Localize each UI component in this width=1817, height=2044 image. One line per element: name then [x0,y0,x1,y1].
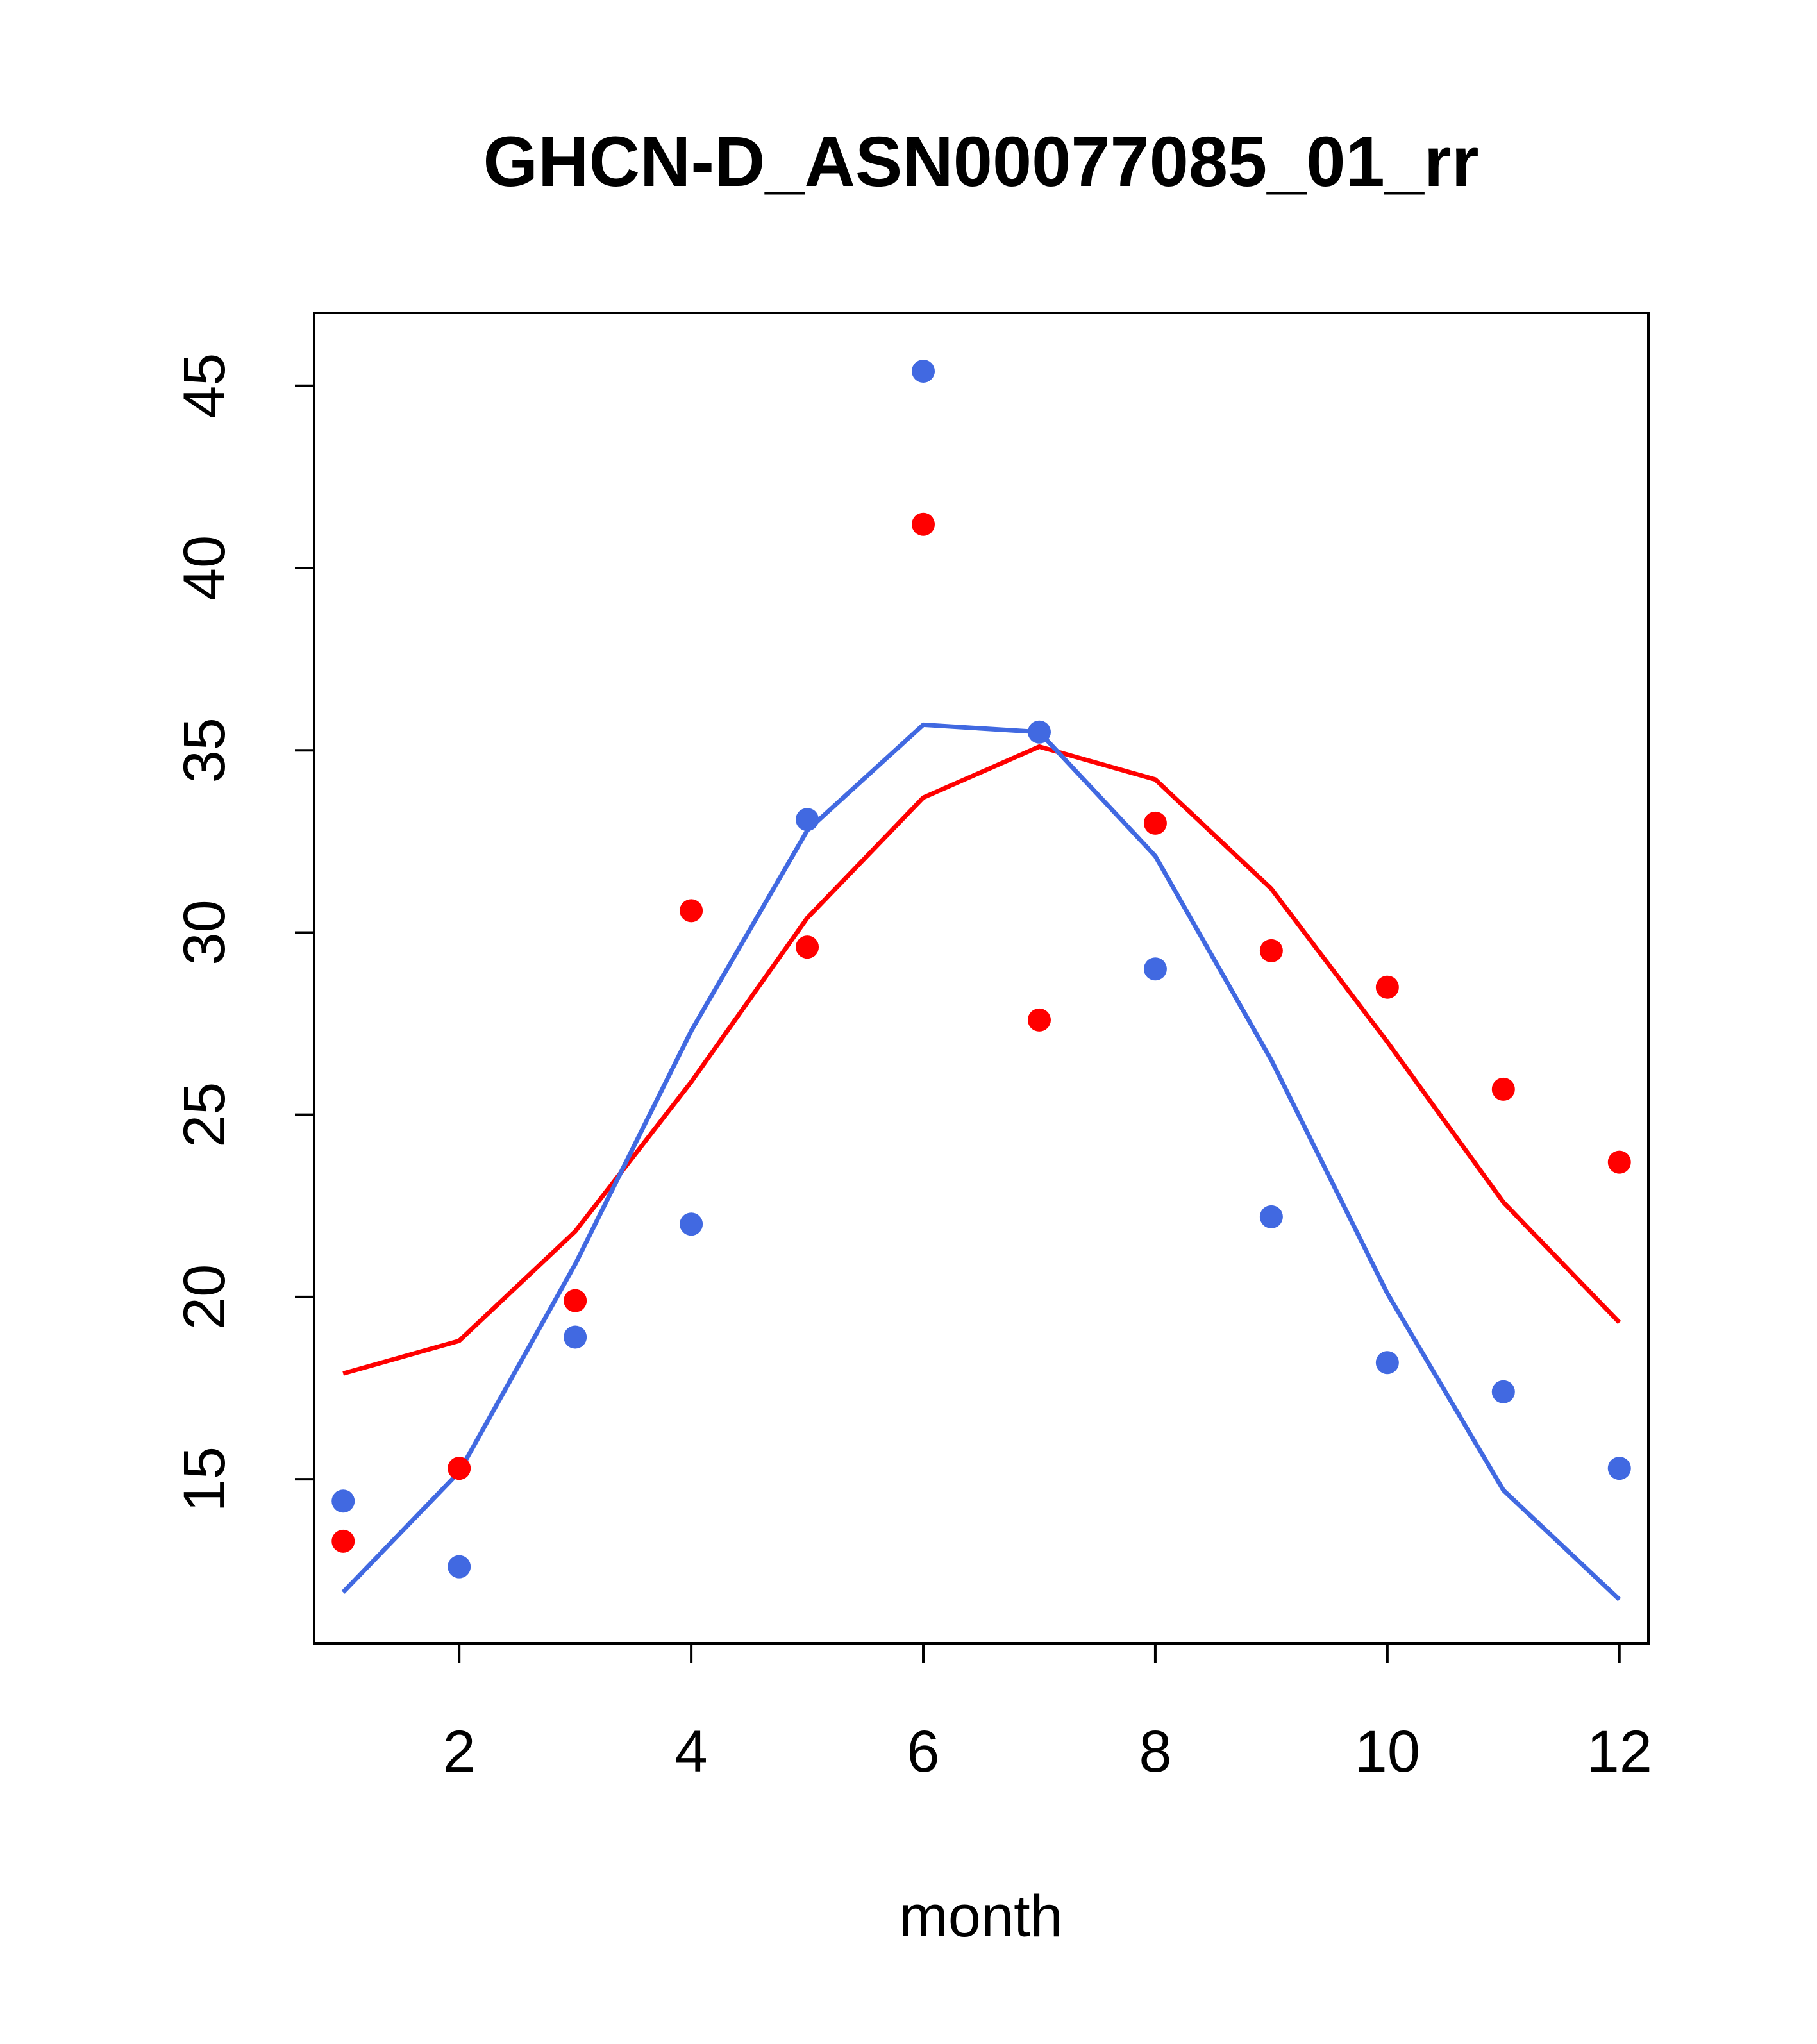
data-point [564,1325,587,1349]
x-tick-label: 4 [675,1719,708,1784]
data-point [1143,957,1167,981]
data-point [1375,1351,1399,1375]
chart-title: GHCN-D_ASN00077085_01_rr [483,122,1478,201]
data-point [564,1289,587,1312]
y-tick-label: 40 [172,535,237,601]
data-point [448,1555,471,1579]
x-tick-label: 10 [1355,1719,1420,1784]
y-axis: 15 20 25 30 35 40 45 [172,353,314,1512]
series-line [342,744,1621,1376]
data-point [1027,720,1051,744]
y-tick-label: 15 [172,1446,237,1512]
data-point [1375,975,1399,999]
x-tick-label: 2 [443,1719,476,1784]
data-point [796,935,819,959]
data-point [1259,939,1283,962]
plot-frame [313,312,1650,1645]
data-point [1607,1457,1631,1480]
y-tick-label: 20 [172,1264,237,1330]
data-point [796,808,819,832]
x-tick-label: 8 [1139,1719,1171,1784]
series-line [341,722,1621,1602]
data-point [1027,1008,1051,1032]
y-tick-label: 30 [172,900,237,965]
data-point [331,1489,355,1513]
data-point [448,1457,471,1480]
data-point [1491,1077,1515,1101]
x-tick-label: 12 [1587,1719,1652,1784]
series-layer [331,359,1631,1602]
data-point [1143,811,1167,835]
data-point [1259,1205,1283,1228]
y-tick-label: 45 [172,353,237,419]
data-point [1607,1150,1631,1174]
data-point [331,1529,355,1553]
x-axis: 2 4 6 8 10 12 [443,1643,1652,1784]
x-axis-label: month [899,1884,1063,1949]
data-point [1491,1380,1515,1403]
y-tick-label: 25 [172,1082,237,1148]
data-point [680,1212,703,1236]
data-point [912,359,935,383]
data-point [680,899,703,923]
y-tick-label: 35 [172,717,237,783]
data-point [912,512,935,536]
x-tick-label: 6 [907,1719,939,1784]
